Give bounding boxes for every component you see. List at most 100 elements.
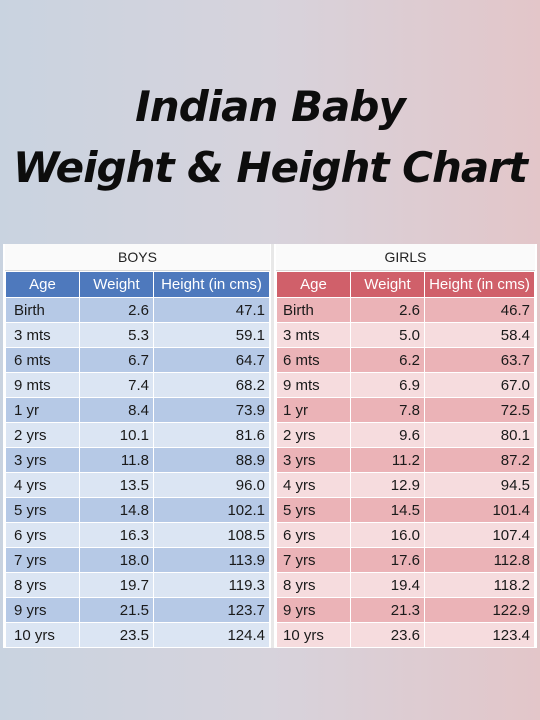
girls-weight-cell: 14.5 xyxy=(350,497,425,523)
girls-height-cell: 118.2 xyxy=(424,572,535,598)
boys-age-cell: 2 yrs xyxy=(5,422,80,448)
girls-table-row: 7 yrs 17.6 112.8 xyxy=(276,547,535,573)
boys-age-cell: 6 yrs xyxy=(5,522,80,548)
girls-weight-cell: 9.6 xyxy=(350,422,425,448)
girls-table: Age Weight Height (in cms) Birth 2.6 46.7 3… xyxy=(276,271,535,648)
girls-height-cell: 123.4 xyxy=(424,622,535,648)
boys-table-row: 9 mts 7.4 68.2 xyxy=(5,372,270,398)
girls-height-cell: 63.7 xyxy=(424,347,535,373)
girls-weight-cell: 23.6 xyxy=(350,622,425,648)
boys-table-row: 6 yrs 16.3 108.5 xyxy=(5,522,270,548)
boys-table-row: 1 yr 8.4 73.9 xyxy=(5,397,270,423)
girls-table-row: 1 yr 7.8 72.5 xyxy=(276,397,535,423)
boys-table-row: 3 mts 5.3 59.1 xyxy=(5,322,270,348)
boys-age-cell: 9 mts xyxy=(5,372,80,398)
boys-col-age: Age xyxy=(5,271,80,298)
girls-age-cell: 6 mts xyxy=(276,347,351,373)
girls-height-cell: 101.4 xyxy=(424,497,535,523)
growth-chart-table: BOYS Age Weight Height (in cms) Birth 2.6… xyxy=(3,244,537,648)
title-line-1: Indian Baby xyxy=(135,82,406,131)
boys-height-cell: 123.7 xyxy=(153,597,270,623)
boys-weight-cell: 8.4 xyxy=(79,397,154,423)
girls-table-row: 6 mts 6.2 63.7 xyxy=(276,347,535,373)
girls-weight-cell: 7.8 xyxy=(350,397,425,423)
girls-age-cell: 4 yrs xyxy=(276,472,351,498)
girls-weight-cell: 12.9 xyxy=(350,472,425,498)
girls-weight-cell: 19.4 xyxy=(350,572,425,598)
girls-weight-cell: 5.0 xyxy=(350,322,425,348)
girls-weight-cell: 6.2 xyxy=(350,347,425,373)
girls-table-row: 3 mts 5.0 58.4 xyxy=(276,322,535,348)
boys-table-row: 9 yrs 21.5 123.7 xyxy=(5,597,270,623)
girls-table-row: 2 yrs 9.6 80.1 xyxy=(276,422,535,448)
girls-col-weight: Weight xyxy=(350,271,425,298)
girls-height-cell: 112.8 xyxy=(424,547,535,573)
boys-weight-cell: 18.0 xyxy=(79,547,154,573)
girls-table-row: 9 yrs 21.3 122.9 xyxy=(276,597,535,623)
girls-height-cell: 58.4 xyxy=(424,322,535,348)
girls-weight-cell: 2.6 xyxy=(350,297,425,323)
boys-height-cell: 88.9 xyxy=(153,447,270,473)
girls-height-cell: 94.5 xyxy=(424,472,535,498)
boys-weight-cell: 14.8 xyxy=(79,497,154,523)
girls-age-cell: 2 yrs xyxy=(276,422,351,448)
girls-age-cell: 9 yrs xyxy=(276,597,351,623)
girls-height-cell: 122.9 xyxy=(424,597,535,623)
boys-table-row: 2 yrs 10.1 81.6 xyxy=(5,422,270,448)
boys-height-cell: 64.7 xyxy=(153,347,270,373)
girls-age-cell: 8 yrs xyxy=(276,572,351,598)
boys-height-cell: 81.6 xyxy=(153,422,270,448)
boys-height-cell: 47.1 xyxy=(153,297,270,323)
boys-height-cell: 108.5 xyxy=(153,522,270,548)
boys-age-cell: Birth xyxy=(5,297,80,323)
girls-weight-cell: 16.0 xyxy=(350,522,425,548)
girls-age-cell: 3 mts xyxy=(276,322,351,348)
girls-weight-cell: 6.9 xyxy=(350,372,425,398)
boys-height-cell: 68.2 xyxy=(153,372,270,398)
girls-height-cell: 87.2 xyxy=(424,447,535,473)
girls-weight-cell: 11.2 xyxy=(350,447,425,473)
boys-weight-cell: 21.5 xyxy=(79,597,154,623)
boys-height-cell: 119.3 xyxy=(153,572,270,598)
boys-weight-cell: 19.7 xyxy=(79,572,154,598)
boys-table-row: 5 yrs 14.8 102.1 xyxy=(5,497,270,523)
boys-height-cell: 73.9 xyxy=(153,397,270,423)
boys-col-height: Height (in cms) xyxy=(153,271,270,298)
boys-col-weight: Weight xyxy=(79,271,154,298)
girls-age-cell: 5 yrs xyxy=(276,497,351,523)
boys-table-row: 8 yrs 19.7 119.3 xyxy=(5,572,270,598)
girls-table-row: 10 yrs 23.6 123.4 xyxy=(276,622,535,648)
girls-table-row: 6 yrs 16.0 107.4 xyxy=(276,522,535,548)
title-line-2: Weight & Height Chart xyxy=(13,143,528,192)
boys-weight-cell: 10.1 xyxy=(79,422,154,448)
girls-col-age: Age xyxy=(276,271,351,298)
boys-table-row: 10 yrs 23.5 124.4 xyxy=(5,622,270,648)
boys-height-cell: 124.4 xyxy=(153,622,270,648)
boys-age-cell: 3 mts xyxy=(5,322,80,348)
boys-age-cell: 6 mts xyxy=(5,347,80,373)
girls-height-cell: 80.1 xyxy=(424,422,535,448)
boys-table-row: 3 yrs 11.8 88.9 xyxy=(5,447,270,473)
boys-height-cell: 96.0 xyxy=(153,472,270,498)
boys-weight-cell: 2.6 xyxy=(79,297,154,323)
boys-height-cell: 102.1 xyxy=(153,497,270,523)
girls-age-cell: 1 yr xyxy=(276,397,351,423)
boys-table-row: Birth 2.6 47.1 xyxy=(5,297,270,323)
girls-group-header: GIRLS xyxy=(276,244,535,271)
boys-table: Age Weight Height (in cms) Birth 2.6 47.1 3… xyxy=(5,271,270,648)
boys-age-cell: 3 yrs xyxy=(5,447,80,473)
girls-weight-cell: 21.3 xyxy=(350,597,425,623)
girls-table-body: Birth 2.6 46.7 3 mts 5.0 58.4 6 mts 6.2 63.7 9 mt… xyxy=(276,297,535,648)
girls-age-cell: 6 yrs xyxy=(276,522,351,548)
girls-section: GIRLS Age Weight Height (in cms) Birth 2.… xyxy=(276,244,535,648)
girls-table-row: 8 yrs 19.4 118.2 xyxy=(276,572,535,598)
boys-age-cell: 4 yrs xyxy=(5,472,80,498)
girls-height-cell: 46.7 xyxy=(424,297,535,323)
boys-table-body: Birth 2.6 47.1 3 mts 5.3 59.1 6 mts 6.7 64.7 9 mt… xyxy=(5,297,270,648)
boys-height-cell: 59.1 xyxy=(153,322,270,348)
girls-age-cell: Birth xyxy=(276,297,351,323)
girls-column-header-row: Age Weight Height (in cms) xyxy=(276,271,535,298)
boys-age-cell: 7 yrs xyxy=(5,547,80,573)
boys-weight-cell: 5.3 xyxy=(79,322,154,348)
girls-table-row: 5 yrs 14.5 101.4 xyxy=(276,497,535,523)
